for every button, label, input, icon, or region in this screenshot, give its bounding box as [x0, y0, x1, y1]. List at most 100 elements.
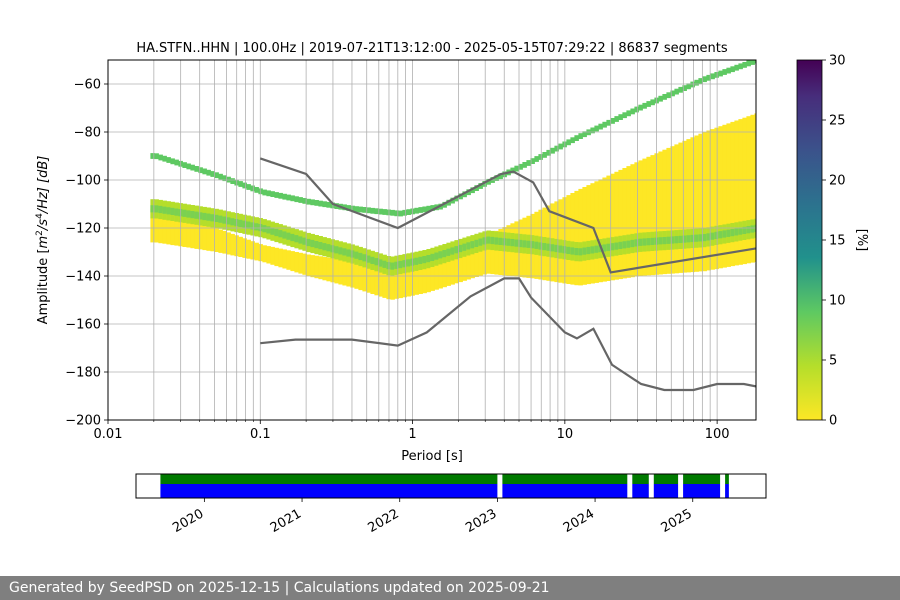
density-cell: [402, 265, 407, 298]
density-cell: [694, 234, 699, 242]
density-cell: [678, 235, 683, 243]
density-cell: [610, 243, 615, 251]
timeline-tick-label: 2022: [366, 506, 402, 536]
density-cell: [510, 239, 515, 247]
density-cell: [378, 208, 383, 215]
density-cell: [526, 160, 531, 166]
density-cell: [158, 154, 163, 161]
density-cell: [638, 238, 643, 246]
density-cell: [446, 255, 451, 286]
density-cell: [666, 92, 671, 99]
density-cell: [746, 116, 751, 264]
density-cell: [710, 129, 715, 270]
density-cell: [210, 171, 215, 177]
density-cell: [226, 217, 231, 225]
data-gap: [720, 474, 726, 498]
density-cell: [570, 193, 575, 285]
y-tick-label: −160: [65, 318, 101, 333]
density-cell: [486, 236, 491, 244]
density-cell: [482, 236, 487, 275]
density-cell: [282, 231, 287, 239]
density-cell: [402, 260, 407, 268]
density-cell: [642, 158, 647, 276]
density-cell: [622, 168, 627, 279]
density-cell: [686, 139, 691, 273]
density-cell: [358, 252, 363, 261]
density-cell: [494, 175, 499, 181]
density-cell: [270, 227, 275, 235]
density-cell: [658, 95, 663, 102]
density-cell: [270, 191, 275, 197]
density-cell: [350, 250, 355, 258]
density-cell: [602, 244, 607, 252]
density-cell: [646, 238, 651, 246]
data-gap: [648, 474, 654, 498]
density-cell: [254, 242, 259, 261]
density-cell: [210, 214, 215, 222]
density-cell: [450, 197, 455, 204]
density-cell: [474, 185, 479, 191]
density-cell: [558, 143, 563, 150]
colorbar-tick-label: 15: [829, 234, 846, 249]
density-cell: [398, 266, 403, 299]
density-cell: [302, 198, 307, 204]
density-cell: [242, 182, 247, 189]
density-cell: [458, 249, 463, 283]
density-cell: [518, 163, 523, 170]
density-cell: [670, 90, 675, 97]
density-cell: [738, 119, 743, 265]
density-cell: [382, 264, 387, 298]
density-cell: [338, 259, 343, 285]
density-cell: [374, 258, 379, 266]
density-cell: [230, 233, 235, 256]
density-cell: [230, 218, 235, 226]
density-cell: [210, 226, 215, 252]
density-cell: [698, 234, 703, 242]
timeline-tick-label: 2023: [463, 506, 499, 536]
density-cell: [618, 169, 623, 280]
timeline-tick-label: 2025: [659, 506, 695, 536]
density-cell: [354, 206, 359, 212]
density-cell: [670, 236, 675, 244]
density-cell: [342, 260, 347, 286]
density-cell: [462, 243, 467, 251]
density-cell: [506, 238, 511, 246]
density-cell: [706, 233, 711, 241]
density-cell: [494, 230, 499, 275]
density-cell: [326, 201, 331, 208]
x-tick-label: 0.01: [94, 427, 123, 442]
density-cell: [150, 153, 155, 159]
density-cell: [186, 163, 191, 170]
density-cell: [522, 240, 527, 248]
density-cell: [318, 256, 323, 280]
density-cell: [558, 245, 563, 253]
density-cell: [614, 242, 619, 250]
density-cell: [246, 239, 251, 259]
density-cell: [442, 201, 447, 208]
density-cell: [594, 181, 599, 283]
colorbar-ticks: 0 5 10 15 20 25 30: [822, 54, 846, 429]
density-cell: [166, 207, 171, 215]
density-cell: [706, 74, 711, 81]
density-cell: [154, 153, 159, 160]
density-cell: [254, 187, 259, 193]
density-cell: [218, 229, 223, 253]
density-cell: [518, 239, 523, 248]
density-cell: [278, 248, 283, 268]
density-cell: [610, 118, 615, 124]
density-cell: [322, 201, 327, 208]
density-cell: [346, 249, 351, 257]
density-cell: [418, 207, 423, 213]
density-cell: [582, 187, 587, 285]
density-cell: [242, 238, 247, 258]
density-cell: [222, 230, 227, 254]
density-cell: [614, 116, 619, 122]
density-cell: [314, 200, 319, 206]
density-cell: [682, 235, 687, 243]
density-cell: [634, 162, 639, 277]
colorbar-tick-label: 5: [829, 354, 837, 369]
density-cell: [526, 240, 531, 248]
density-cell: [218, 215, 223, 223]
density-cell: [262, 245, 267, 263]
y-tick-label: −60: [74, 78, 101, 93]
